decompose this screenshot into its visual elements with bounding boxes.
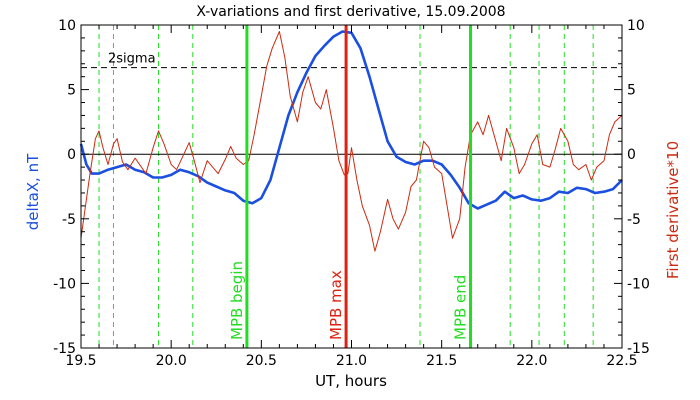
y-tick-label-left: 0 (67, 147, 76, 163)
marker-label: MPB begin (228, 261, 246, 340)
x-tick-label: 20.0 (156, 353, 187, 369)
sigma-label: 2sigma (108, 52, 156, 67)
y-tick-label-left: -5 (62, 212, 76, 228)
plot-area: 2sigma MPB begin MPB max MPB end (79, 25, 623, 348)
chart-title: X-variations and first derivative, 15.09… (196, 4, 505, 20)
y-tick-label-right: -10 (627, 276, 650, 292)
marker-label: MPB max (327, 270, 345, 340)
y-axis-right-label: First derivative*10 (664, 141, 682, 279)
x-tick-label: 20.5 (246, 353, 277, 369)
marker-label: MPB end (452, 275, 470, 340)
y-axis-left-label: deltaX, nT (24, 153, 42, 230)
x-tick-label: 22.0 (516, 353, 547, 369)
series-derivative-line (80, 31, 623, 252)
x-axis-label: UT, hours (315, 372, 387, 390)
y-tick-label-left: -10 (53, 276, 76, 292)
y-tick-label-right: 0 (627, 147, 636, 163)
y-tick-label-right: 5 (627, 83, 636, 99)
y-tick-label-left: 10 (58, 18, 76, 34)
series-deltax-line (79, 30, 623, 210)
y-tick-label-right: -15 (627, 341, 650, 357)
axes: 19.5 20.0 20.5 21.0 21.5 22.0 22.5 10 5 0 -5 -10 -15… (53, 18, 650, 369)
x-tick-label: 21.5 (426, 353, 457, 369)
y-tick-label-right: -5 (627, 212, 641, 228)
x-tick-label: 19.5 (65, 353, 96, 369)
y-tick-label-left: -15 (53, 341, 76, 357)
y-tick-label-left: 5 (67, 83, 76, 99)
x-tick-label: 21.0 (336, 353, 367, 369)
plot-frame (80, 24, 623, 349)
x-tick-label: 22.5 (606, 353, 637, 369)
y-tick-label-right: 10 (627, 18, 645, 34)
